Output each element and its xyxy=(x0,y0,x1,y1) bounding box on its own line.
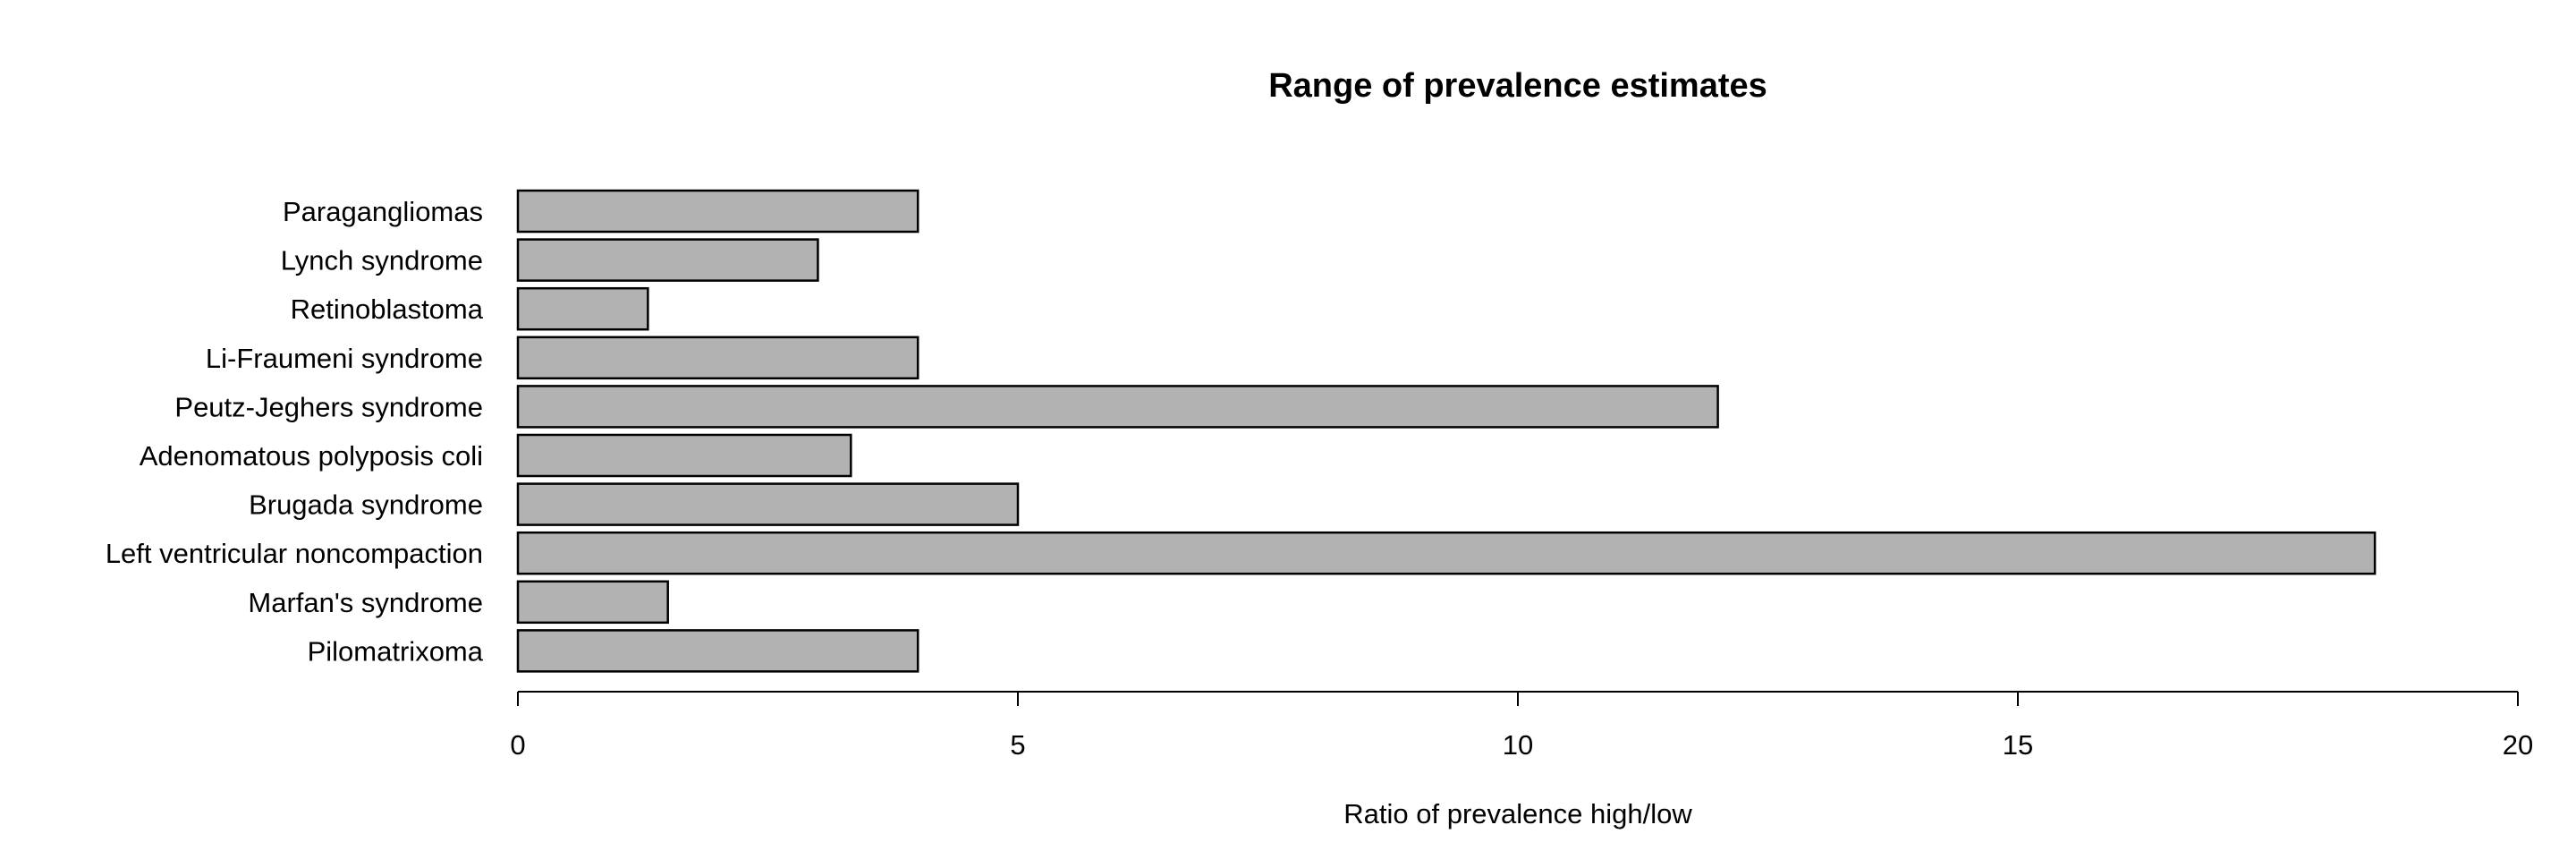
bar-peutz-jeghers-syndrome xyxy=(516,385,1719,429)
category-label: Left ventricular noncompaction xyxy=(106,538,483,569)
bar-brugada-syndrome xyxy=(516,482,1020,526)
category-label: Peutz-Jeghers syndrome xyxy=(174,391,483,422)
category-label: Retinoblastoma xyxy=(291,293,484,325)
x-ticks-group: 0 5 10 15 20 xyxy=(510,692,2533,761)
category-label: Pilomatrixoma xyxy=(308,635,484,667)
x-tick-label: 10 xyxy=(1503,729,1533,761)
category-label: Marfan's syndrome xyxy=(248,587,483,618)
bar-pilomatrixoma xyxy=(516,629,919,673)
chart-title: Range of prevalence estimates xyxy=(1268,67,1767,105)
bar-marfan-s-syndrome xyxy=(516,580,669,625)
category-labels-group: Paragangliomas Lynch syndrome Retinoblasto… xyxy=(106,196,484,667)
x-tick-label: 0 xyxy=(510,729,525,761)
bar-li-fraumeni-syndrome xyxy=(516,336,919,380)
bar-retinoblastoma xyxy=(516,286,649,331)
category-label: Paragangliomas xyxy=(283,196,483,227)
category-label: Brugada syndrome xyxy=(249,489,483,521)
bars-group xyxy=(516,189,2377,673)
category-label: Li-Fraumeni syndrome xyxy=(206,343,483,374)
category-label: Adenomatous polyposis coli xyxy=(140,440,483,472)
bar-paragangliomas xyxy=(516,189,919,234)
x-tick-label: 15 xyxy=(2003,729,2033,761)
x-axis-label: Ratio of prevalence high/low xyxy=(1343,798,1692,829)
x-tick-label: 5 xyxy=(1010,729,1025,761)
bar-left-ventricular-noncompaction xyxy=(516,531,2377,575)
category-label: Lynch syndrome xyxy=(281,245,483,276)
bar-lynch-syndrome xyxy=(516,238,819,282)
bar-adenomatous-polyposis-coli xyxy=(516,433,852,478)
x-tick-label: 20 xyxy=(2503,729,2533,761)
